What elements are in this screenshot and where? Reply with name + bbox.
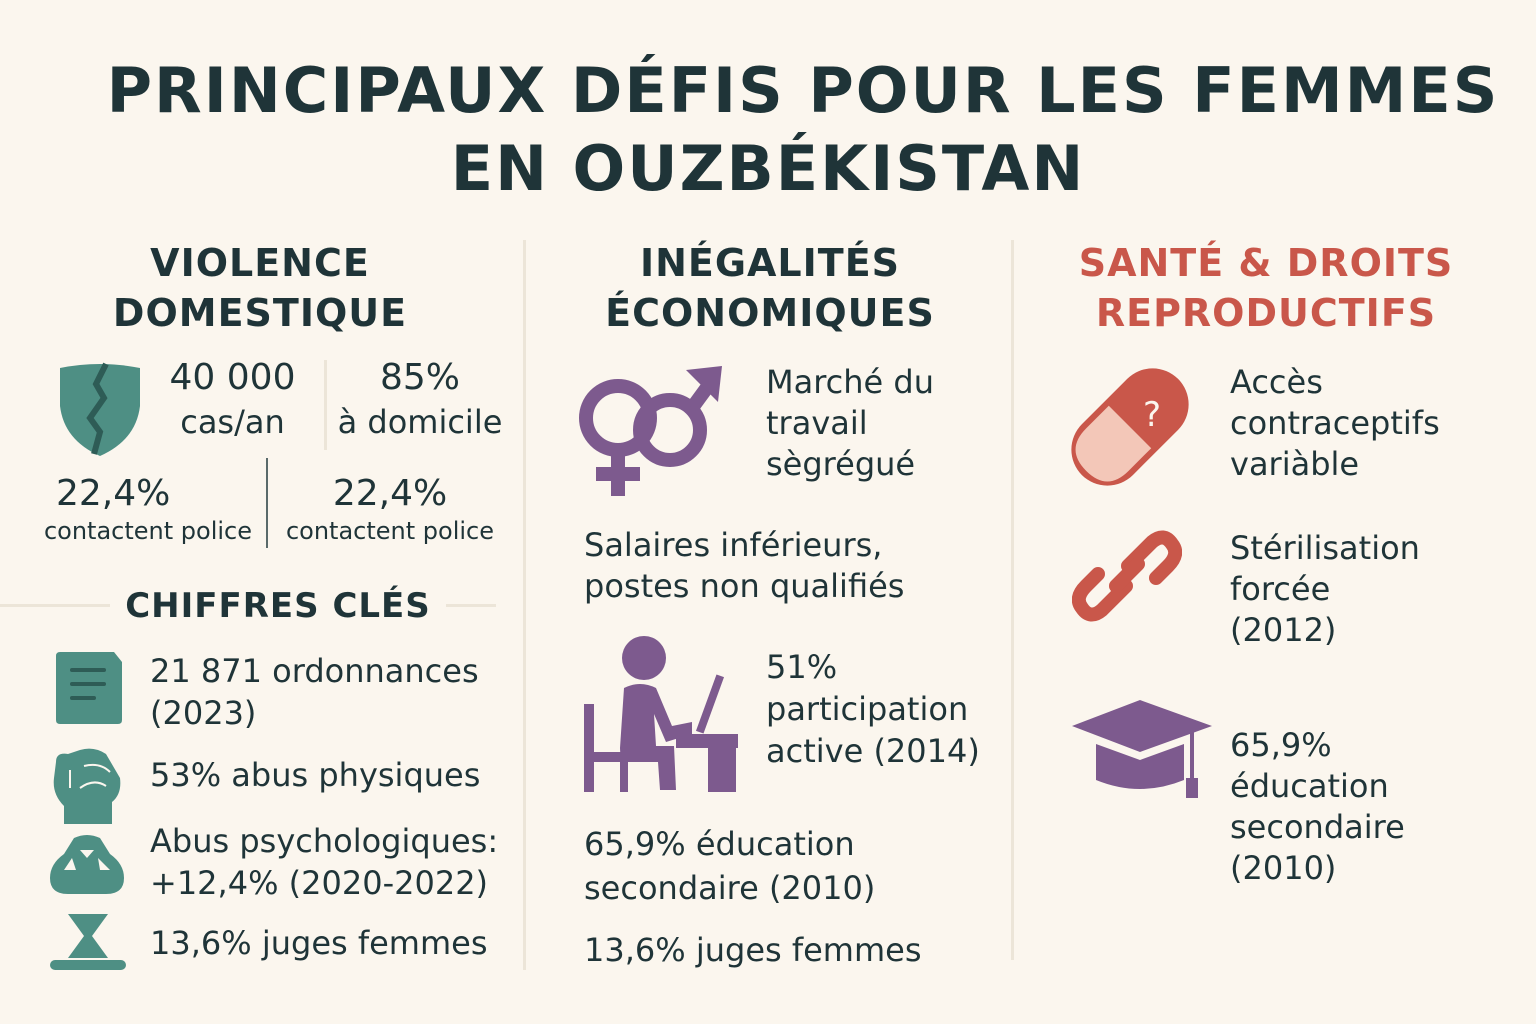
text-line: sègrégué xyxy=(766,445,916,483)
gender-symbols-icon xyxy=(574,364,724,498)
heading-line: REPRODUCTIFS xyxy=(1095,291,1437,335)
key-item-text: Abus psychologiques: xyxy=(150,822,499,860)
stat-police-1: 22,4% contactent police xyxy=(36,472,260,546)
text-line: travail xyxy=(766,404,868,442)
text-line: éducation xyxy=(1230,767,1389,805)
divider xyxy=(446,604,496,607)
fist-icon xyxy=(50,748,124,824)
judges-text: 13,6% juges femmes xyxy=(584,931,922,969)
stat-value: 85% xyxy=(379,357,460,398)
text-line: contraceptifs xyxy=(1230,404,1440,442)
key-item-psych: Abus psychologiques: +12,4% (2020-2022) xyxy=(150,820,498,904)
key-item-text: +12,4% (2020-2022) xyxy=(150,864,489,902)
sterilisation-text: Stérilisation forcée (2012) xyxy=(1230,528,1420,651)
divider xyxy=(324,360,327,450)
column-divider xyxy=(1011,240,1014,960)
text-line: (2010) xyxy=(1230,849,1337,887)
text-line: forcée xyxy=(1230,570,1331,608)
key-figures-heading: CHIFFRES CLÉS xyxy=(125,586,431,626)
divider xyxy=(0,604,110,607)
text-line: (2012) xyxy=(1230,611,1337,649)
text-line: secondaire (2010) xyxy=(584,869,876,907)
education-text: 65,9% éducation secondaire (2010) xyxy=(584,822,875,910)
text-line: secondaire xyxy=(1230,808,1405,846)
stat-label: contactent police xyxy=(43,517,253,545)
gender-text: Marché du travail sègrégué xyxy=(766,362,934,485)
key-item-judges: 13,6% juges femmes xyxy=(150,924,488,962)
text-line: Marché du xyxy=(766,363,934,401)
contraceptive-text: Accès contraceptifs variàble xyxy=(1230,362,1440,485)
violence-heading: VIOLENCE DOMESTIQUE xyxy=(60,238,460,338)
stat-cases: 40 000 cas/an xyxy=(160,356,305,444)
heading-line: ÉCONOMIQUES xyxy=(605,291,935,335)
text-line: active (2014) xyxy=(766,732,980,770)
salary-text: Salaires inférieurs, postes non qualifié… xyxy=(584,525,904,607)
title-line-2: EN OUZBÉKISTAN xyxy=(450,132,1086,205)
heading-line: INÉGALITÉS xyxy=(639,241,901,285)
pill-icon: ? xyxy=(1068,364,1192,490)
participation-text: 51% participation active (2014) xyxy=(766,646,980,772)
text-line: participation xyxy=(766,690,969,728)
text-line: Salaires inférieurs, xyxy=(584,526,883,564)
graduation-cap-icon xyxy=(1070,698,1214,798)
svg-text:?: ? xyxy=(1143,395,1161,435)
stat-home: 85% à domicile xyxy=(335,356,505,444)
title-line-1: PRINCIPAUX DÉFIS POUR LES FEMMES xyxy=(106,54,1500,127)
column-divider xyxy=(523,240,526,970)
key-item-text: (2023) xyxy=(150,694,257,732)
stat-value: 22,4% xyxy=(56,473,171,514)
education-health-text: 65,9% éducation secondaire (2010) xyxy=(1230,725,1405,889)
chain-icon xyxy=(1072,520,1182,632)
text-line: 51% xyxy=(766,648,838,686)
document-icon xyxy=(54,652,124,724)
key-item-text: 21 871 ordonnances xyxy=(150,652,479,690)
stat-label: cas/an xyxy=(180,403,285,441)
page-title: PRINCIPAUX DÉFIS POUR LES FEMMES EN OUZB… xyxy=(0,52,1536,208)
text-line: 65,9% éducation xyxy=(584,825,855,863)
health-heading: SANTÉ & DROITS REPRODUCTIFS xyxy=(1066,238,1466,338)
divider xyxy=(266,458,268,548)
economic-heading: INÉGALITÉS ÉCONOMIQUES xyxy=(570,238,970,338)
heading-line: DOMESTIQUE xyxy=(112,291,408,335)
gavel-icon xyxy=(48,912,128,972)
text-line: Stérilisation xyxy=(1230,529,1420,567)
text-line: 65,9% xyxy=(1230,726,1332,764)
text-line: Accès xyxy=(1230,363,1323,401)
stat-value: 22,4% xyxy=(332,473,448,514)
stat-value: 40 000 xyxy=(169,357,296,398)
text-line: postes non qualifiés xyxy=(584,567,905,605)
stat-police-2: 22,4% contactent police xyxy=(278,472,502,546)
stat-label: à domicile xyxy=(337,403,503,441)
heading-line: VIOLENCE xyxy=(150,241,370,285)
brain-icon xyxy=(50,834,124,896)
worker-at-desk-icon xyxy=(580,634,740,792)
text-line: variàble xyxy=(1230,445,1360,483)
stat-label: contactent police xyxy=(285,517,495,545)
key-item-physical: 53% abus physiques xyxy=(150,756,481,794)
key-item-orders: 21 871 ordonnances (2023) xyxy=(150,650,479,734)
heading-line: SANTÉ & DROITS xyxy=(1078,241,1454,285)
broken-shield-icon xyxy=(56,362,144,458)
